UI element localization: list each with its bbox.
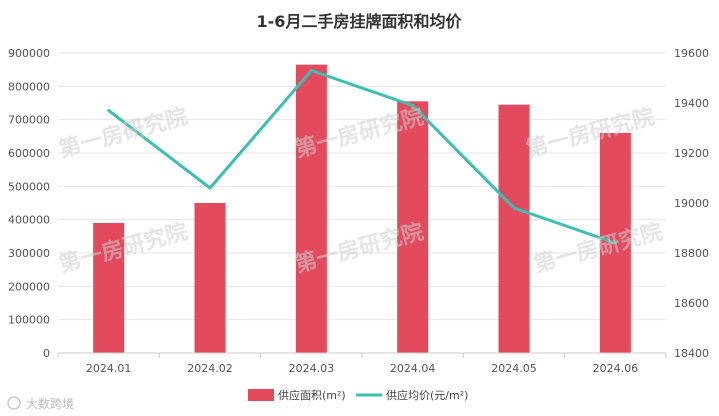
bar <box>397 101 429 353</box>
right-axis-tick-label: 19400 <box>674 97 709 110</box>
left-axis-tick-label: 0 <box>43 347 50 360</box>
legend-label-area: 供应面积(m²) <box>278 388 346 402</box>
x-axis-tick-label: 2024.04 <box>390 362 436 375</box>
right-axis-tick-label: 18800 <box>674 247 709 260</box>
right-axis-tick-label: 18400 <box>674 347 709 360</box>
line-point <box>411 104 415 107</box>
bar-series <box>93 64 631 354</box>
left-axis-tick-label: 600000 <box>8 147 50 160</box>
watermark-text: 第一房研究院 <box>523 104 657 163</box>
legend: 供应面积(m²) 供应均价(元/m²) <box>248 388 468 402</box>
line-point <box>512 206 516 210</box>
line-path <box>107 69 616 245</box>
left-axis-tick-label: 100000 <box>8 314 50 327</box>
corner-logo-icon <box>7 396 21 410</box>
watermark-text: 第一房研究院 <box>56 104 190 163</box>
x-axis-tick-label: 2024.05 <box>491 362 537 375</box>
left-axis-tick-label: 900000 <box>8 47 50 60</box>
line-point <box>309 69 313 72</box>
x-axis-tick-label: 2024.01 <box>86 362 132 375</box>
x-axis-tick-label: 2024.03 <box>289 362 335 375</box>
x-axis-tick-label: 2024.06 <box>593 362 639 375</box>
right-axis-tick-label: 19000 <box>674 197 709 210</box>
legend-label-price: 供应均价(元/m²) <box>386 388 468 402</box>
left-axis-tick-label: 400000 <box>8 214 50 227</box>
left-axis-tick-label: 300000 <box>8 247 50 260</box>
right-axis-tick-label: 19200 <box>674 147 709 160</box>
left-axis-tick-label: 200000 <box>8 280 50 293</box>
bar <box>194 203 226 353</box>
right-axis-tick-label: 19600 <box>674 47 709 60</box>
bar <box>498 104 530 354</box>
bar <box>93 223 125 353</box>
gridlines <box>58 52 666 354</box>
line-series <box>107 69 617 245</box>
line-point <box>208 186 212 190</box>
legend-bar-swatch <box>248 389 274 401</box>
line-point <box>107 109 111 112</box>
left-axis-tick-label: 700000 <box>8 114 50 127</box>
corner-watermark: 大数跨境 <box>7 396 74 411</box>
watermark-text: 第一房研究院 <box>531 219 665 278</box>
chart-title: 1-6月二手房挂牌面积和均价 <box>257 12 463 31</box>
corner-watermark-text: 大数跨境 <box>26 396 74 411</box>
line-point <box>613 241 617 245</box>
axes: 0 100000 200000 300000 400000 500000 600000 700… <box>8 47 709 375</box>
x-axis-tick-label: 2024.02 <box>187 362 233 375</box>
right-axis-tick-label: 18600 <box>674 297 709 310</box>
bar <box>295 64 327 354</box>
left-axis-tick-label: 800000 <box>8 80 50 93</box>
left-axis-tick-label: 500000 <box>8 180 50 193</box>
